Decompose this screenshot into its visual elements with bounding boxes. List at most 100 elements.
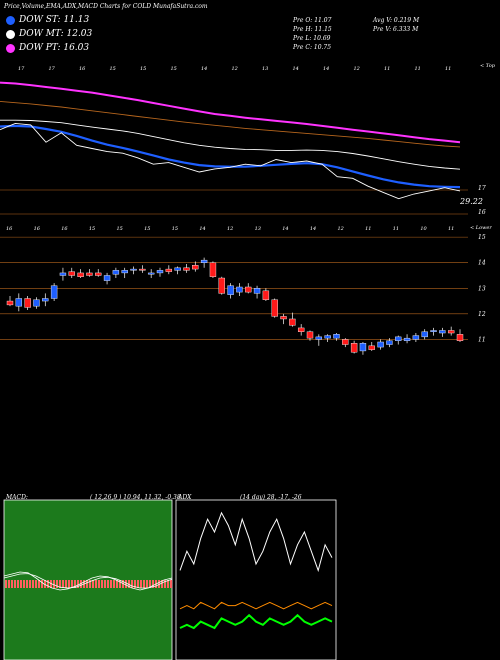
stat-pre-close: Pre C: 10.75: [293, 44, 332, 51]
ema-top-tick-label: 15: [171, 66, 177, 72]
macd-histogram-bar: [125, 580, 127, 588]
candle-body: [253, 288, 261, 294]
candle-body: [377, 341, 384, 348]
macd-histogram-bar: [5, 580, 7, 588]
ema-bottom-tick-label: 11: [448, 226, 454, 232]
candle-body: [315, 336, 323, 340]
candle-body: [403, 337, 411, 341]
macd-histogram-bar: [32, 580, 34, 588]
ema-top-tick-label: 11: [415, 66, 421, 72]
ema-top-tick-label: 12: [354, 66, 360, 72]
ema-bottom-tick-label: 12: [227, 226, 233, 232]
macd-histogram-bar: [68, 580, 70, 588]
candle-body: [421, 331, 428, 338]
candle-body: [130, 268, 137, 271]
legend-swatch-mt: [6, 30, 15, 39]
macd-histogram-bar: [26, 580, 28, 588]
stat-pre-volume: Pre V: 6.333 M: [373, 26, 419, 33]
candle-body: [359, 343, 367, 352]
macd-histogram-bar: [167, 580, 169, 588]
macd-histogram-bar: [89, 580, 91, 588]
candle-body: [324, 335, 331, 339]
macd-histogram-bar: [86, 580, 88, 588]
ema-bottom-tick-label: 10: [420, 226, 427, 232]
candle-body: [86, 272, 93, 276]
candle-body: [50, 285, 58, 299]
macd-histogram-bar: [14, 580, 16, 588]
ema-right-label-16: 16: [478, 209, 486, 216]
candle-body: [368, 345, 375, 350]
macd-histogram-bar: [152, 580, 154, 588]
ema-top-tick-label: 12: [232, 66, 238, 72]
macd-histogram-bar: [53, 580, 55, 588]
candle-body: [174, 267, 181, 271]
macd-histogram-bar: [119, 580, 121, 588]
macd-histogram-bar: [50, 580, 52, 588]
macd-histogram-bar: [107, 580, 109, 588]
macd-histogram-bar: [77, 580, 79, 588]
candle-body: [280, 316, 287, 320]
candle-body: [350, 343, 358, 353]
ema-bottom-tick-label: 15: [172, 226, 178, 232]
macd-histogram-bar: [161, 580, 163, 588]
ema-bottom-tick-label: 15: [89, 226, 95, 232]
candle-body: [95, 272, 102, 276]
stat-pre-high: Pre H: 11.15: [293, 26, 332, 33]
ema-series-line: [0, 122, 461, 200]
candle-body: [112, 270, 120, 275]
legend-label-mt: DOW MT: 12.03: [19, 29, 93, 39]
adx-series-line: [179, 601, 333, 610]
stat-pre-open: Pre O: 11.07: [293, 17, 332, 24]
macd-histogram-bar: [98, 580, 100, 588]
ema-bottom-tick-label: 16: [6, 226, 13, 232]
candle-body: [200, 259, 208, 263]
adx-title: ADX: [178, 494, 192, 501]
candle-body: [33, 299, 40, 307]
macd-histogram-bar: [143, 580, 145, 588]
candle-body: [395, 336, 402, 341]
ema-top-tick-label: 11: [384, 66, 390, 72]
macd-title: MACD:: [6, 494, 28, 501]
ema-bottom-tick-label: 14: [282, 226, 288, 232]
candle-body: [297, 327, 305, 332]
macd-histogram-bar: [56, 580, 58, 588]
candle-body: [386, 340, 393, 345]
candle-body: [192, 265, 199, 270]
macd-histogram-bar: [41, 580, 43, 588]
macd-histogram-bar: [38, 580, 40, 588]
macd-histogram-bar: [110, 580, 112, 588]
macd-histogram-bar: [146, 580, 148, 588]
ema-top-label: < Top: [480, 63, 495, 69]
legend-label-pt: DOW PT: 16.03: [19, 43, 90, 53]
ema-bottom-tick-label: 12: [338, 226, 344, 232]
macd-histogram-bar: [116, 580, 118, 588]
candle-body: [412, 335, 420, 340]
price-axis-label: 15: [478, 234, 486, 241]
macd-histogram-bar: [113, 580, 115, 588]
macd-histogram-bar: [74, 580, 76, 588]
macd-histogram-bar: [59, 580, 61, 588]
ema-top-tick-label: 17: [18, 66, 25, 72]
ema-bottom-tick-label: 13: [255, 226, 261, 232]
macd-histogram-bar: [101, 580, 103, 588]
candle-body: [236, 286, 243, 293]
candle-body: [333, 334, 340, 339]
price-axis-label: 11: [478, 336, 486, 343]
macd-histogram-bar: [71, 580, 73, 588]
legend-swatch-pt: [6, 44, 15, 53]
macd-histogram-bar: [158, 580, 160, 588]
candle-body: [183, 267, 190, 271]
candle-body: [165, 268, 173, 272]
candle-body: [6, 300, 14, 306]
macd-histogram-bar: [80, 580, 82, 588]
candle-body: [209, 262, 217, 277]
legend-label-st: DOW ST: 11.13: [19, 15, 90, 25]
macd-params: ( 12,26,9 ) 10.94, 11.32, -0.38: [90, 494, 181, 501]
macd-histogram-bar: [44, 580, 46, 588]
adx-params: (14 day) 28, -17, -26: [240, 494, 302, 501]
candle-body: [306, 331, 314, 339]
candle-body: [121, 270, 128, 274]
candle-body: [42, 298, 49, 302]
ema-series-line: [0, 100, 461, 148]
candle-body: [15, 298, 23, 307]
